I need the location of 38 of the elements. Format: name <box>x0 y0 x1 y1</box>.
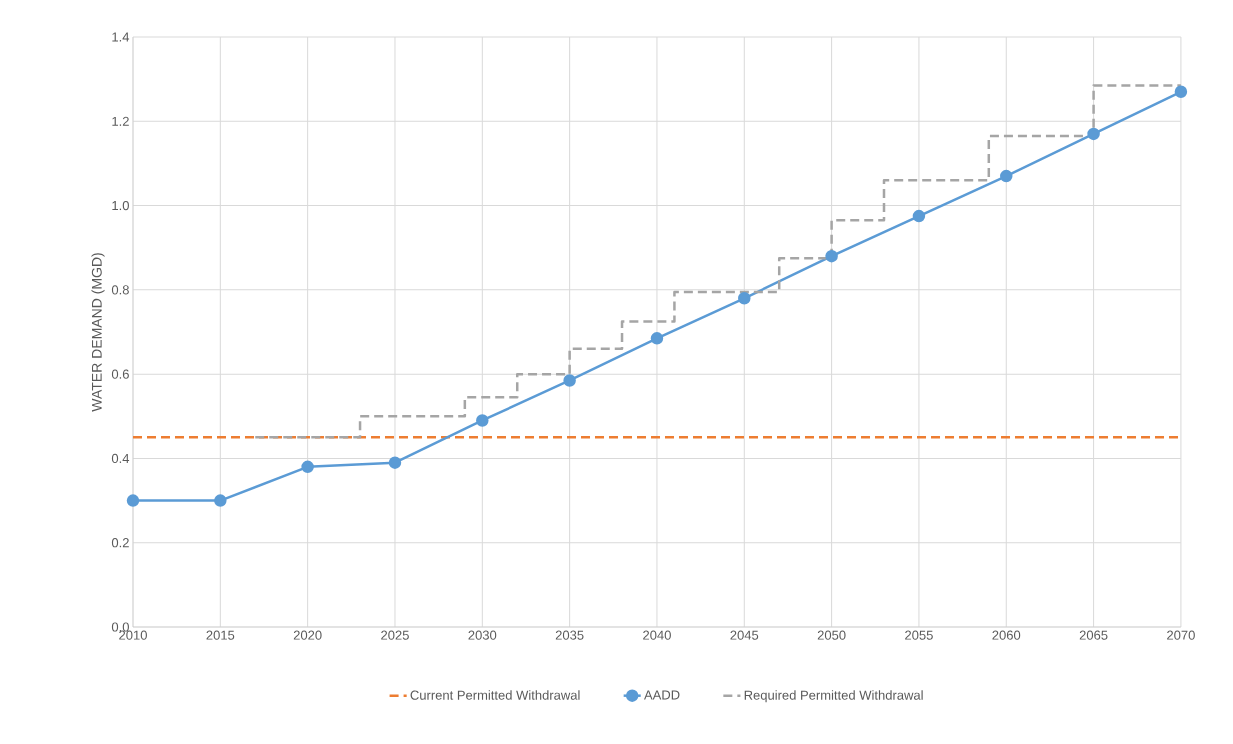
y-tick-label: 0.0 <box>111 622 129 632</box>
point <box>1087 127 1100 141</box>
legend-label: AADD <box>644 690 680 700</box>
x-tick-label: 2015 <box>206 630 235 640</box>
point <box>1174 85 1188 99</box>
x-tick-label: 2030 <box>468 630 497 640</box>
x-tick-label: 2010 <box>119 630 147 640</box>
point <box>388 456 402 469</box>
point <box>214 494 227 507</box>
point <box>825 249 838 263</box>
x-tick-label: 2035 <box>555 630 584 640</box>
y-tick-label: 1.0 <box>112 200 129 211</box>
legend-label: Required Permitted Withdrawal <box>744 690 923 703</box>
y-tick-label: 0.2 <box>111 538 129 548</box>
y-tick-label: 0.8 <box>111 285 129 295</box>
x-tick-label: 2050 <box>817 630 846 640</box>
y-tick-label: 1.2 <box>112 116 129 126</box>
x-tick-label: 2045 <box>730 630 759 640</box>
x-tick-label: 2065 <box>1079 630 1108 640</box>
y-tick-label: 0.6 <box>111 369 129 379</box>
legend-label: Current Permitted Withdrawal <box>410 690 580 700</box>
point <box>1000 169 1013 183</box>
x-tick-label: 2040 <box>643 630 671 640</box>
y-axis-title: WATER DEMAND (MGD) <box>91 253 105 412</box>
point <box>912 209 926 223</box>
x-tick-label: 2025 <box>381 630 409 640</box>
y-tick-label: 1.4 <box>112 32 130 42</box>
point <box>563 374 576 387</box>
point <box>301 460 314 474</box>
point <box>126 494 140 507</box>
x-tick-label: 2070 <box>1167 630 1195 640</box>
y-tick-label: 0.4 <box>111 453 130 464</box>
x-tick-label: 2055 <box>905 630 933 640</box>
x-tick-label: 2020 <box>293 630 322 640</box>
point <box>476 414 489 427</box>
x-tick-label: 2060 <box>992 630 1021 640</box>
point <box>650 332 664 345</box>
point <box>738 292 751 305</box>
